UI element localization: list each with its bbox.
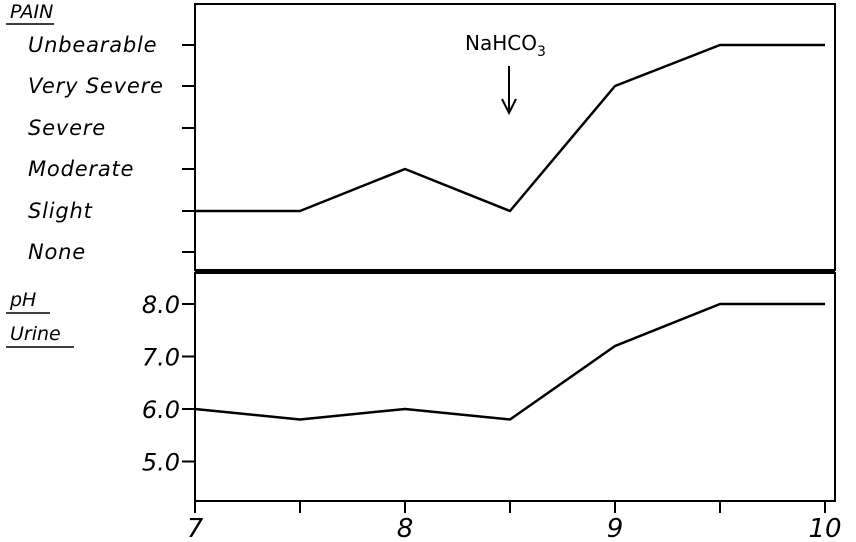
x-tick-label: 10 [808,514,841,542]
x-tick-label: 8 [397,514,414,542]
x-tick-label: 7 [187,514,204,542]
ph-panel-frame [194,272,836,502]
pain-tick-label: None [28,240,86,264]
pain-tick-label: Unbearable [28,33,157,57]
ph-tick-label: 7.0 [142,344,180,372]
pain-tick-label: Severe [28,116,106,140]
ph-tick-label: 6.0 [142,396,180,424]
ph-series-line [194,302,825,421]
pain-tick-label: Slight [28,199,93,223]
ph-axis-title: pH [9,289,36,311]
ph-tick-label: 5.0 [142,449,180,477]
pain-tick-label: Very Severe [28,74,164,98]
pain-axis-title: PAIN [10,1,53,23]
x-tick-label: 9 [607,514,624,542]
nahco3-arrow-icon [501,66,517,116]
ph-tick-label: 8.0 [142,291,180,319]
pain-series-line [195,43,825,213]
pain-tick-label: Moderate [28,157,134,181]
nahco3-annotation: NaHCO3 [465,31,546,60]
urine-axis-title: Urine [10,323,61,345]
